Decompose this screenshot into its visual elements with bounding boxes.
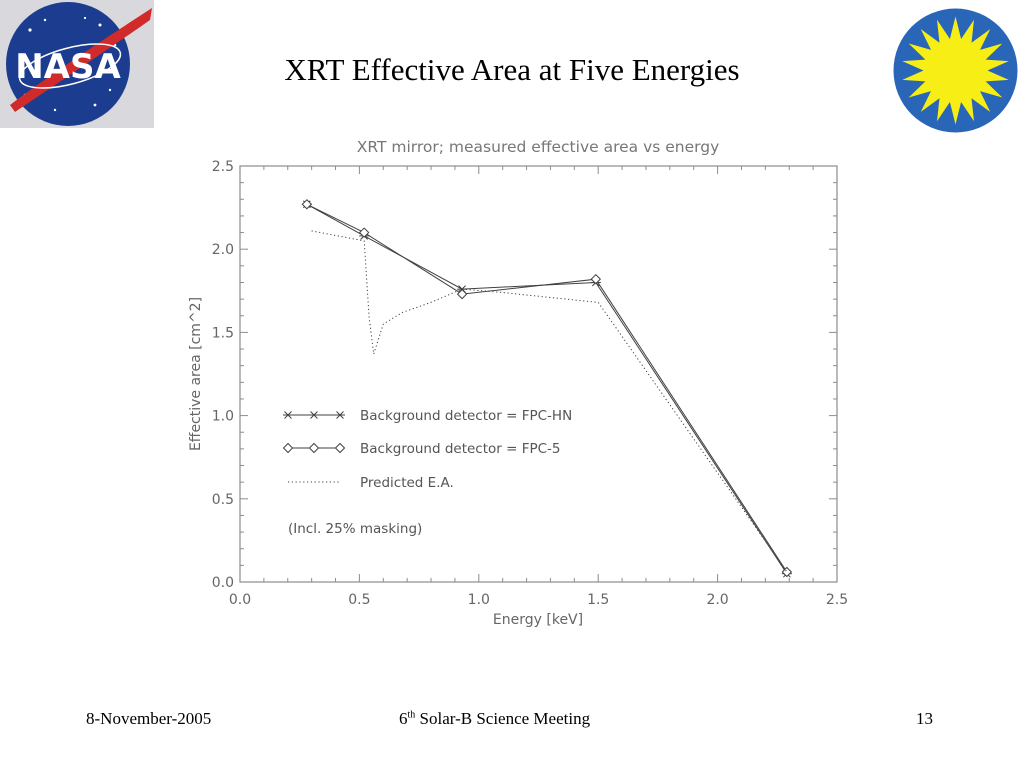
x-tick-label: 1.0: [468, 592, 490, 608]
diamond-point: [301, 199, 313, 210]
x-tick-label: 0.0: [229, 592, 251, 608]
meeting-number: 6: [399, 709, 408, 728]
footer-date: 8-November-2005: [86, 709, 212, 728]
x-tick-label: 0.5: [348, 592, 370, 608]
y-tick-label: 0.5: [212, 492, 234, 508]
legend-asterisk-marker: [309, 411, 319, 419]
diamond-point: [781, 566, 793, 578]
chart: XRT mirror; measured effective area vs e…: [180, 128, 880, 638]
legend-label-1: Background detector = FPC-HN: [360, 408, 572, 424]
x-tick-label: 2.5: [826, 592, 848, 608]
legend-diamond-marker: [334, 442, 346, 454]
footer-meeting: 6th Solar-B Science Meeting: [399, 709, 590, 729]
x-tick-label: 2.0: [706, 592, 728, 608]
diamond-point: [590, 273, 602, 285]
sun-logo: [893, 8, 1018, 133]
y-tick-label: 0.0: [212, 575, 234, 591]
legend-asterisk-marker: [335, 411, 345, 419]
nasa-wordmark: NASA: [15, 47, 121, 87]
y-tick-label: 2.5: [212, 159, 234, 175]
y-tick-label: 1.0: [212, 409, 234, 425]
nasa-logo: NASA: [0, 0, 154, 128]
chart-title: XRT mirror; measured effective area vs e…: [357, 138, 720, 156]
x-tick-label: 1.5: [587, 592, 609, 608]
y-axis-label: Effective area [cm^2]: [188, 297, 204, 451]
meeting-ordinal: th: [407, 709, 416, 721]
y-tick-label: 1.5: [212, 325, 234, 341]
masking-annotation: (Incl. 25% masking): [288, 521, 422, 537]
svg-text:NASA: NASA: [15, 47, 121, 87]
legend-asterisk-marker: [283, 411, 293, 419]
meeting-name: Solar-B Science Meeting: [415, 709, 591, 728]
series-line-2: [306, 203, 788, 573]
axis-ticks: 0.0 0.5 1.0 1.5 2.0 2.5 0.0 0.5 1.0 1.5 2.0 2.5: [212, 159, 848, 608]
series-line-1: [306, 203, 788, 574]
footer-page-number: 13: [916, 709, 933, 728]
diamond-point: [358, 227, 370, 238]
x-axis-label: Energy [keV]: [493, 612, 583, 628]
legend-label-3: Predicted E.A.: [360, 475, 454, 491]
plot-frame: [239, 165, 838, 583]
slide-title: XRT Effective Area at Five Energies: [284, 52, 740, 87]
series-line-3: [311, 230, 788, 573]
legend-label-2: Background detector = FPC-5: [360, 441, 561, 457]
y-tick-label: 2.0: [212, 242, 234, 258]
series-layer: [301, 199, 793, 578]
diamond-point: [456, 288, 468, 300]
legend-diamond-marker: [282, 442, 294, 454]
legend-diamond-marker: [308, 442, 320, 454]
legend: Background detector = FPC-HN Background d…: [282, 408, 572, 491]
